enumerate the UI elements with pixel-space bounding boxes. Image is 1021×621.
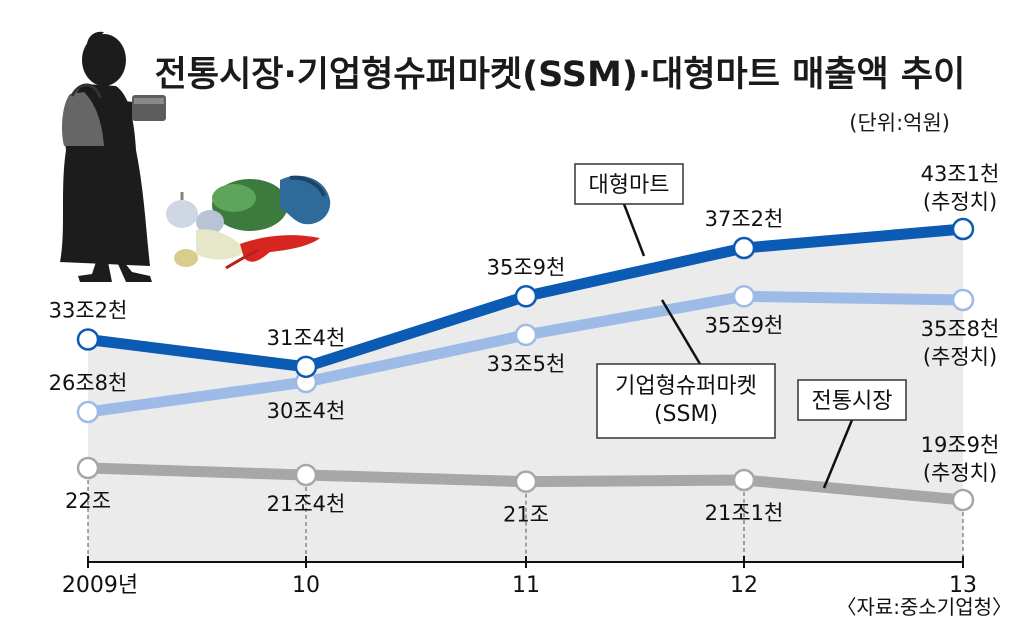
data-label-hypermarket: 33조2천 <box>49 298 128 322</box>
source-note: 〈자료:중소기업청〉 <box>836 595 1012 619</box>
x-tick-label: 12 <box>730 573 758 598</box>
data-point-traditional <box>951 488 975 512</box>
data-label-ssm: 35조9천 <box>705 313 784 337</box>
shopper-illustration <box>60 31 166 282</box>
series-name-label: 대형마트 <box>589 173 670 198</box>
chart-title: 전통시장·기업형슈퍼마켓(SSM)·대형마트 매출액 추이 <box>155 55 966 95</box>
data-label-ssm: 26조8천 <box>49 371 128 395</box>
data-label-hypermarket: 31조4천 <box>267 326 346 350</box>
data-point-ssm <box>732 285 756 308</box>
data-point-traditional <box>514 470 538 493</box>
x-tick-label: 2009년 <box>62 573 138 598</box>
data-label-ssm: 30조4천 <box>267 399 346 423</box>
data-point-traditional <box>732 468 756 492</box>
data-point-ssm <box>951 288 975 312</box>
callout-box <box>596 363 776 439</box>
x-tick-label: 10 <box>292 573 320 598</box>
data-label-hypermarket: 37조2천 <box>705 207 784 231</box>
data-labels: 33조2천 31조4천 35조9천 37조2천 43조1천 (추정치) 26조8천 30조4천… <box>49 162 1000 527</box>
data-label-traditional: 22조 <box>65 489 111 513</box>
x-tick-label: 11 <box>512 573 540 598</box>
callout-box <box>797 379 907 421</box>
data-label-traditional: 21조4천 <box>267 492 346 516</box>
data-label-hypermarket: 43조1천 (추정치) <box>921 162 1000 214</box>
data-label-traditional: 19조9천 (추정치) <box>921 433 1000 485</box>
callout-pointer <box>622 203 646 257</box>
series-name-label: 기업형슈퍼마켓 (SSM) <box>615 374 757 427</box>
data-point-ssm <box>514 323 538 347</box>
callout-pointer <box>660 299 702 365</box>
data-point-hypermarket <box>951 217 975 241</box>
data-label-traditional: 21조1천 <box>705 501 784 525</box>
data-point-traditional <box>294 463 318 487</box>
data-point-hypermarket <box>514 285 538 308</box>
data-label-ssm: 35조8천 (추정치) <box>921 317 1000 369</box>
data-point-hypermarket <box>294 355 318 379</box>
data-point-ssm <box>76 400 100 424</box>
series-points <box>76 217 975 512</box>
unit-label: (단위:억원) <box>849 111 950 135</box>
vegetables-illustration <box>166 175 331 270</box>
callout-box <box>574 163 684 205</box>
callout-pointer <box>822 419 854 489</box>
data-point-traditional <box>76 456 100 480</box>
data-label-traditional: 21조 <box>503 503 549 527</box>
x-tick-labels: 2009년 10 11 12 13 <box>62 573 977 598</box>
series-name-label: 전통시장 <box>812 389 893 414</box>
data-point-hypermarket <box>76 328 100 351</box>
data-label-hypermarket: 35조9천 <box>487 255 566 279</box>
data-point-hypermarket <box>732 236 756 260</box>
x-tick-label: 13 <box>949 573 977 598</box>
data-label-ssm: 33조5천 <box>487 352 566 376</box>
